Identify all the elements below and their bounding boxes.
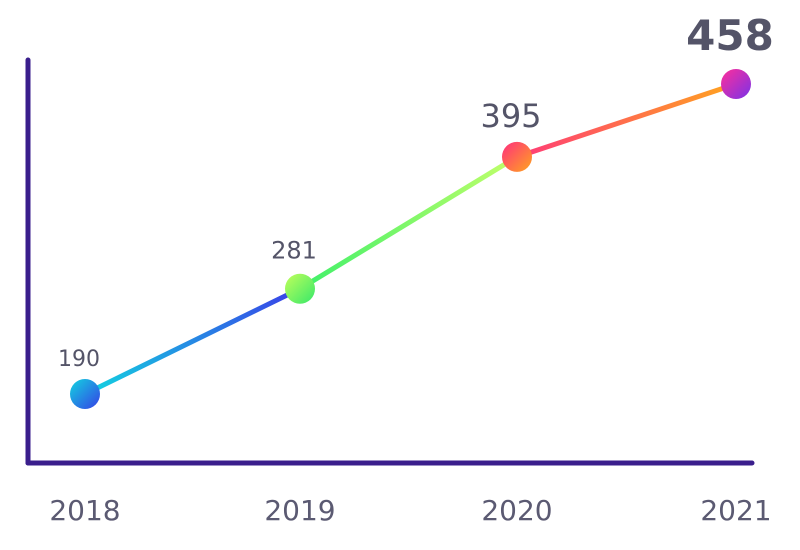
data-point-2018 (70, 379, 100, 409)
data-labels: 190 281 395 458 (58, 11, 774, 372)
x-tick-label-2020: 2020 (481, 494, 552, 527)
series-line (82, 81, 739, 397)
line-segment-2018-2019 (82, 286, 303, 397)
data-point-2019 (285, 273, 315, 304)
series-markers (70, 69, 751, 409)
value-label-2018: 190 (58, 347, 100, 372)
data-point-2020 (502, 141, 532, 172)
x-tick-label-2019: 2019 (264, 494, 335, 527)
line-segment-2019-2020 (297, 154, 520, 292)
x-tick-label-2021: 2021 (700, 494, 771, 527)
x-tick-labels: 2018 2019 2020 2021 (49, 494, 771, 527)
value-label-2021: 458 (686, 11, 774, 60)
value-label-2019: 281 (271, 237, 317, 265)
value-label-2020: 395 (480, 97, 541, 135)
x-tick-label-2018: 2018 (49, 494, 120, 527)
data-point-2021 (721, 69, 751, 99)
line-segment-2020-2021 (514, 81, 739, 160)
